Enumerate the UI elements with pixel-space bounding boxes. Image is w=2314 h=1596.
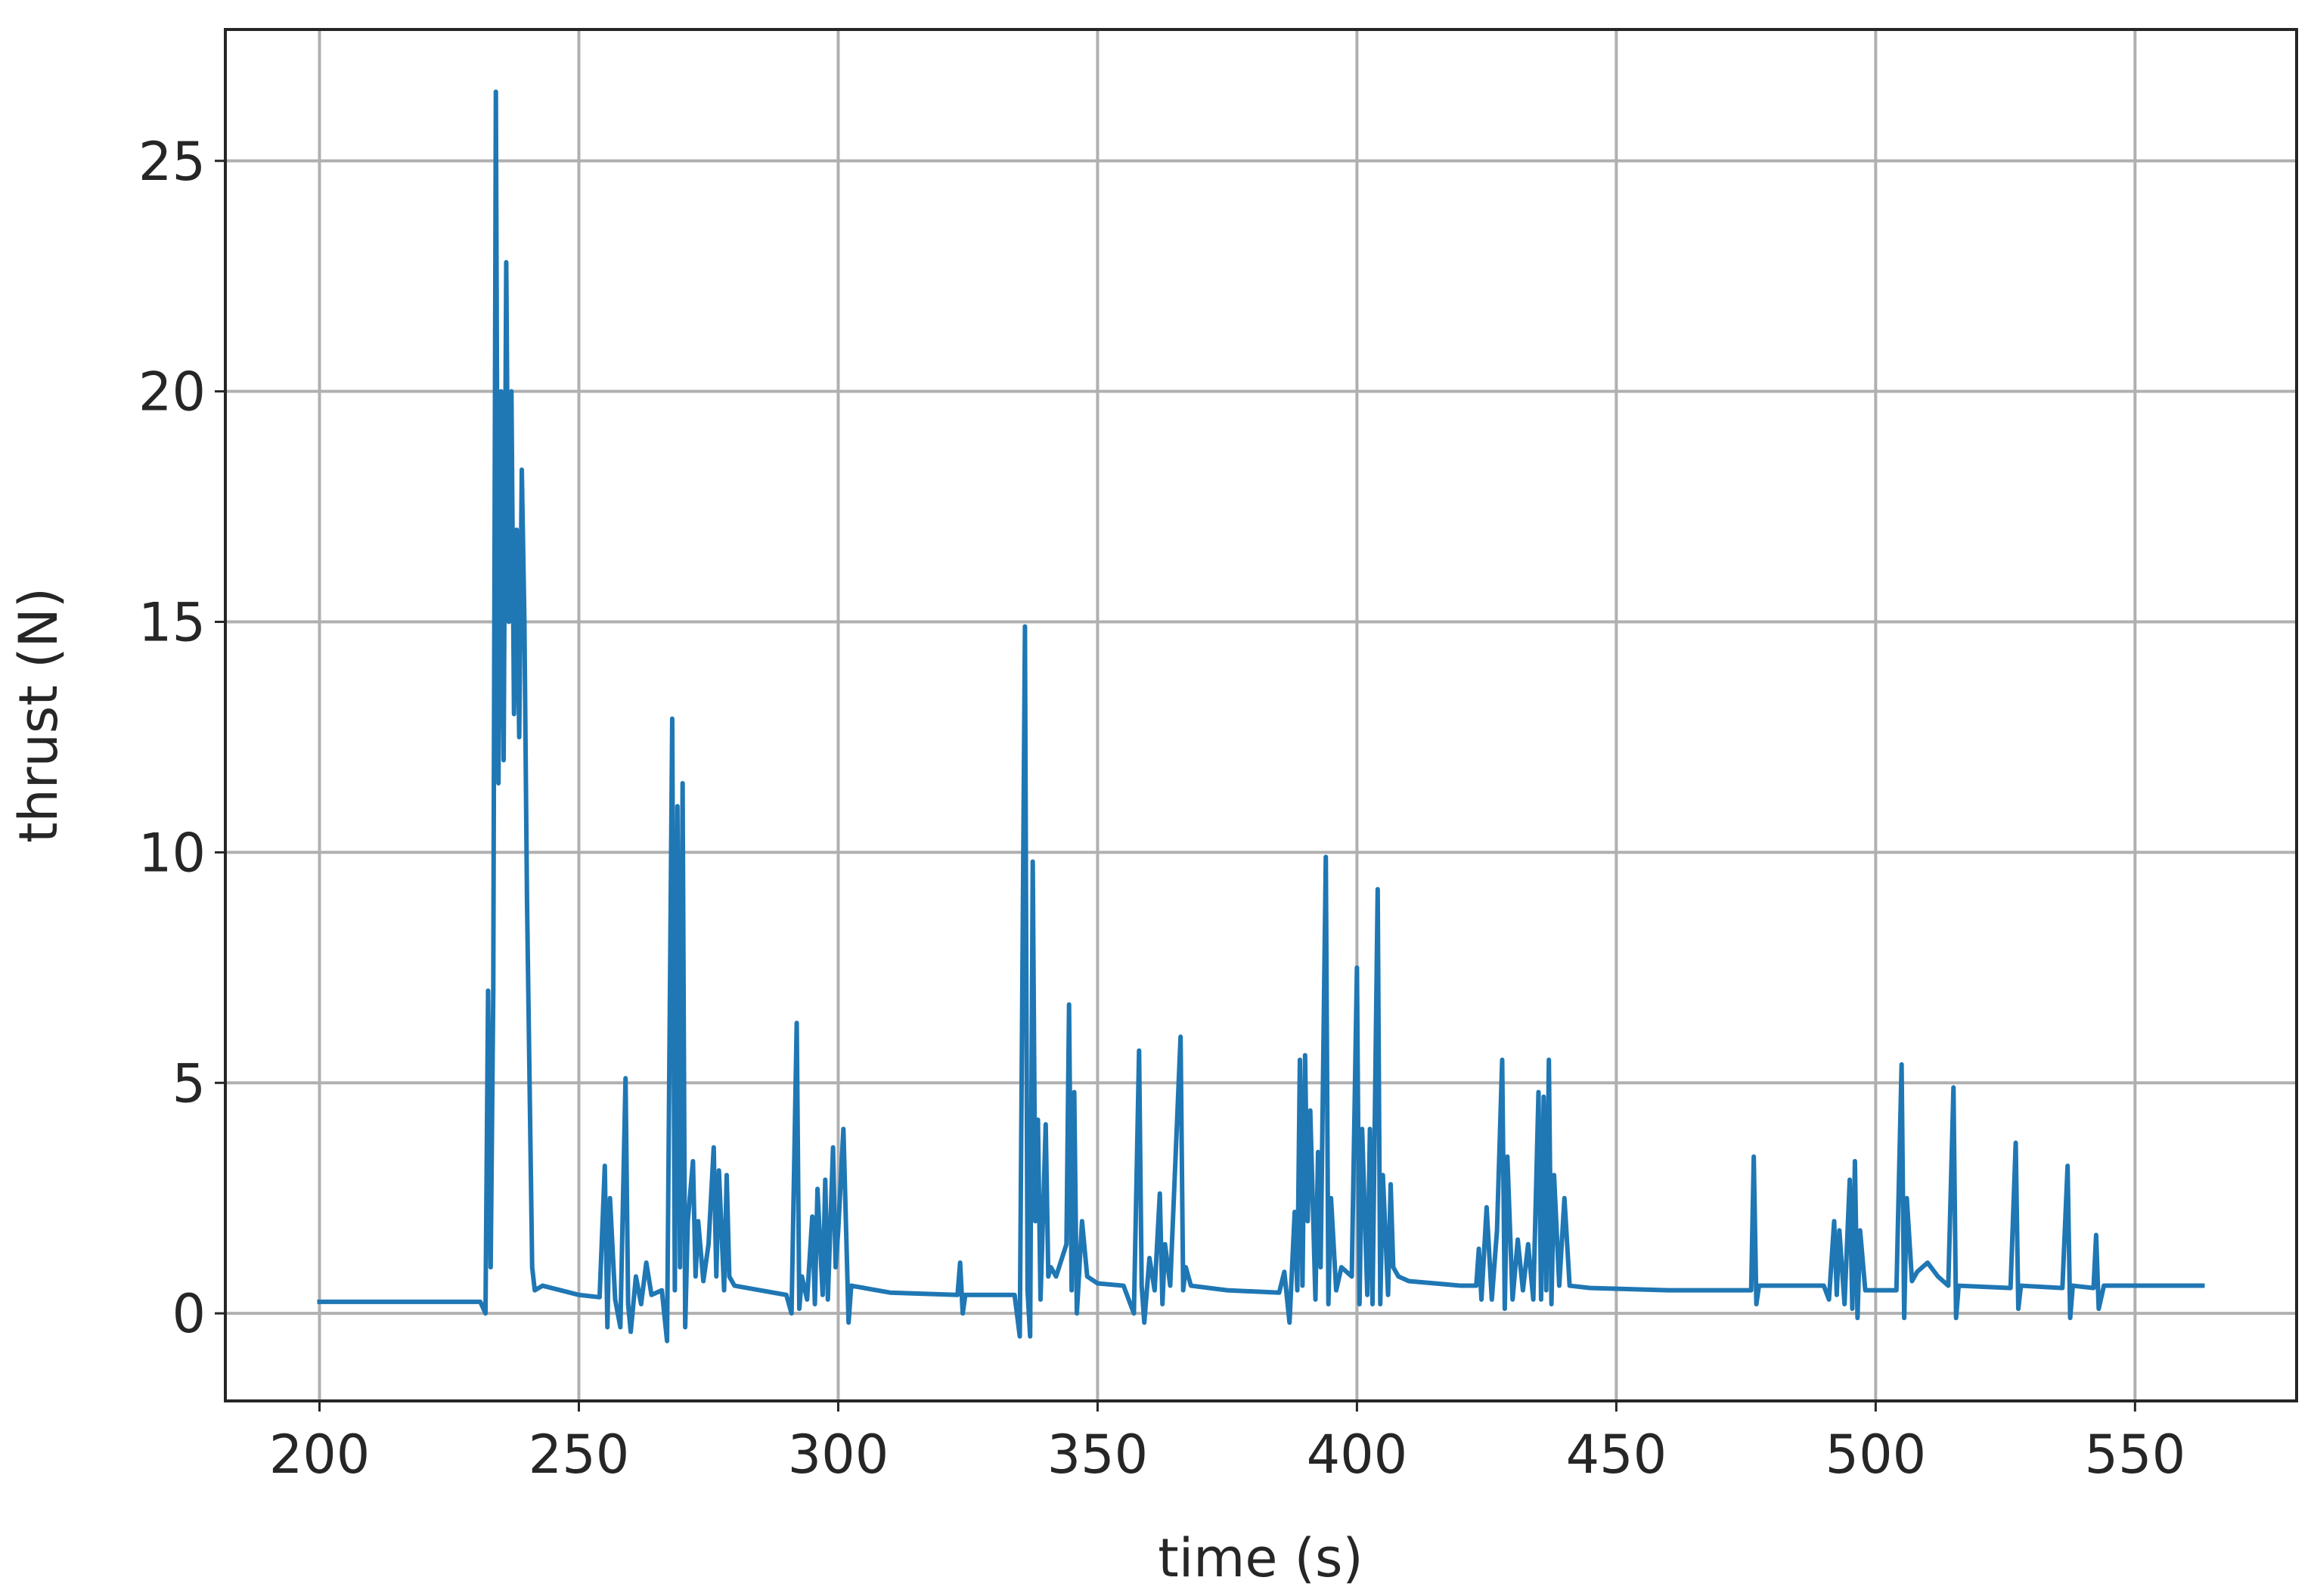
x-axis-label: time (s)	[1158, 1527, 1363, 1589]
x-tick-label: 400	[1307, 1424, 1408, 1486]
x-tick-label: 550	[2085, 1424, 2186, 1486]
x-tick-label: 250	[529, 1424, 630, 1486]
y-axis-label: thrust (N)	[8, 587, 70, 843]
x-tick-label: 450	[1566, 1424, 1667, 1486]
x-tick-label: 500	[1825, 1424, 1927, 1486]
plot-frame	[224, 28, 2298, 1402]
x-tick-label: 200	[269, 1424, 371, 1486]
x-tick-label: 350	[1047, 1424, 1149, 1486]
y-tick-label: 15	[138, 592, 206, 654]
x-tick-label: 300	[788, 1424, 889, 1486]
y-tick-label: 10	[138, 822, 206, 884]
y-tick-label: 5	[172, 1052, 206, 1114]
y-tick-label: 20	[138, 361, 206, 423]
y-tick-label: 0	[172, 1283, 206, 1345]
y-tick-label: 25	[138, 131, 206, 193]
data-line	[317, 89, 2205, 1343]
